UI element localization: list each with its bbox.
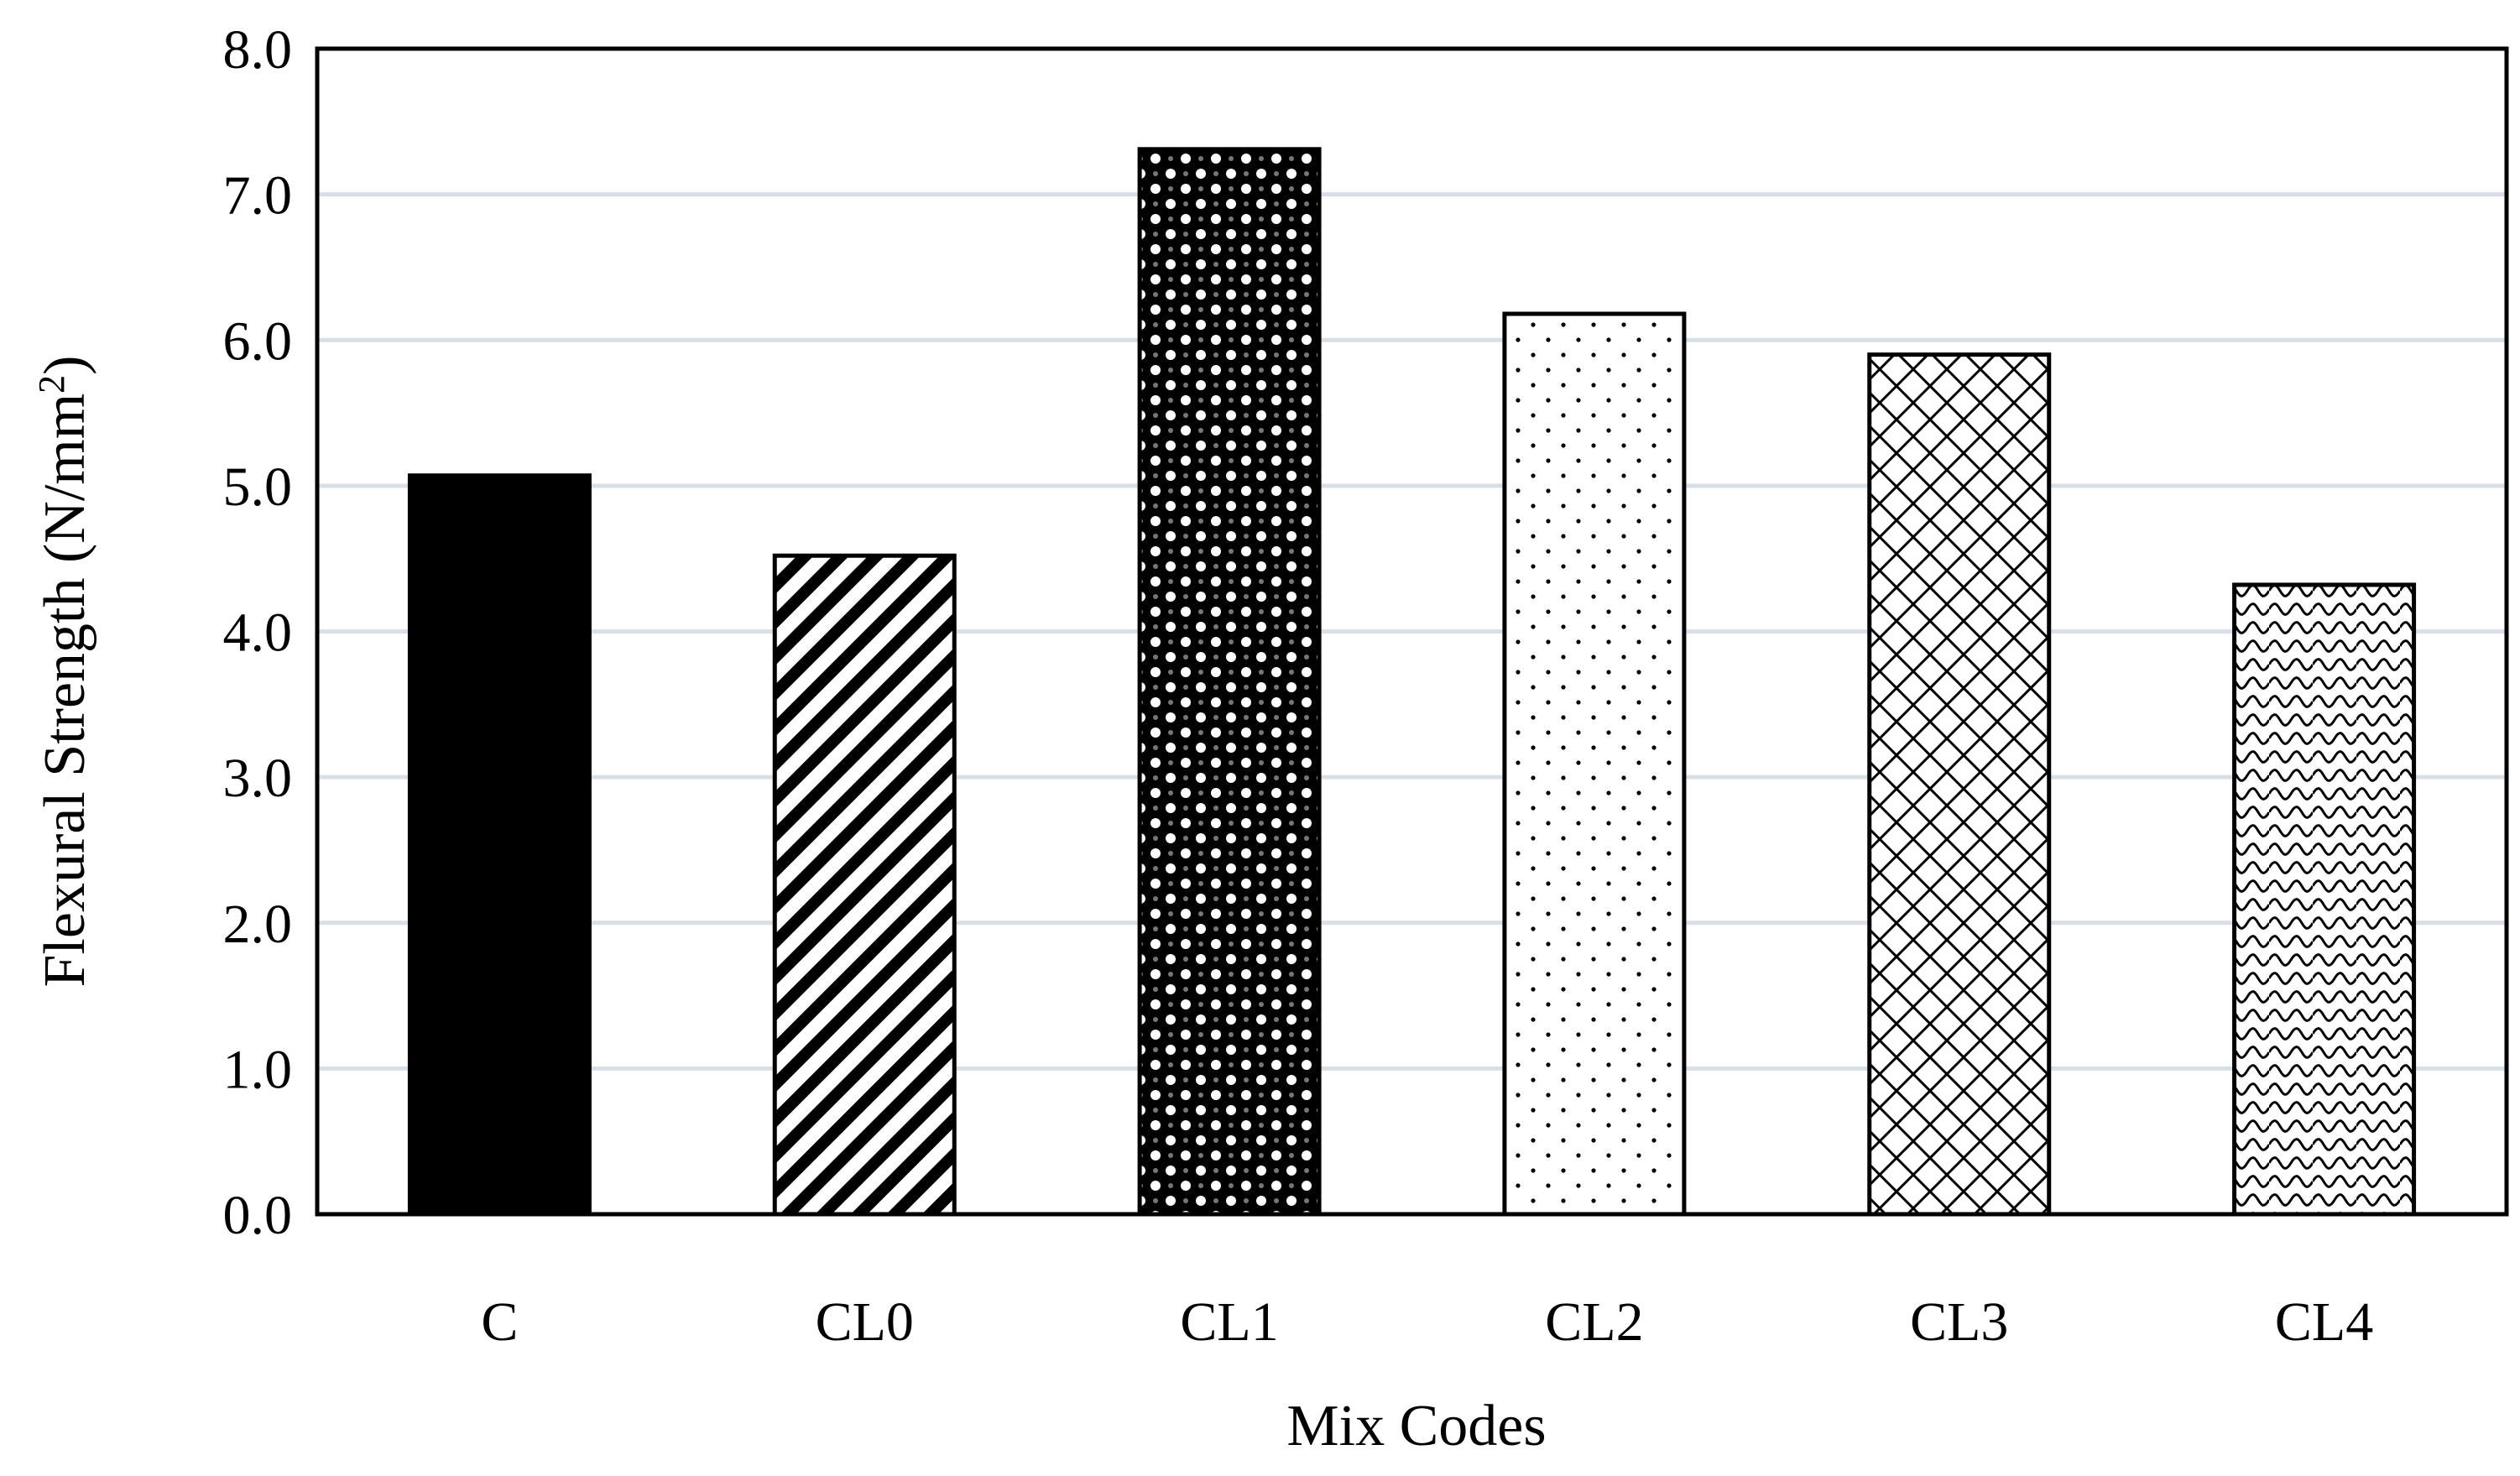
y-tick-label: 7.0 — [223, 165, 293, 227]
bar-cl0 — [772, 553, 957, 1217]
y-tick-label: 8.0 — [223, 19, 293, 81]
x-axis-title: Mix Codes — [1286, 1394, 1546, 1458]
x-category-label-c: C — [481, 1291, 518, 1353]
bar-c — [407, 473, 592, 1217]
y-tick-label: 1.0 — [223, 1039, 293, 1100]
y-axis-title-main: Flexural Strength (N/mm — [33, 394, 97, 988]
plot-area-frame — [315, 46, 2509, 1217]
x-category-label-cl1: CL1 — [1180, 1291, 1278, 1353]
y-axis-title: Flexural Strength (N/mm2) — [31, 355, 98, 987]
bars — [407, 147, 2417, 1217]
bar-cl2 — [1502, 311, 1687, 1217]
x-category-label-cl4: CL4 — [2275, 1291, 2373, 1353]
y-tick-label: 4.0 — [223, 602, 293, 664]
y-tick-label: 2.0 — [223, 894, 293, 955]
y-tick-label: 3.0 — [223, 748, 293, 809]
bar-cl3 — [1867, 352, 2052, 1217]
x-axis-category-labels: C CL0 CL1 CL2 CL3 CL4 — [481, 1291, 2373, 1353]
x-category-label-cl3: CL3 — [1910, 1291, 2008, 1353]
y-tick-label: 6.0 — [223, 310, 293, 372]
y-axis-tick-labels: 0.0 1.0 2.0 3.0 4.0 5.0 6.0 7.0 8.0 — [223, 19, 293, 1246]
y-tick-label: 0.0 — [223, 1185, 293, 1246]
gridlines — [317, 192, 2507, 1071]
y-axis-title-superscript: 2 — [31, 375, 72, 394]
y-tick-label: 5.0 — [223, 456, 293, 518]
bar-cl4 — [2232, 582, 2417, 1217]
x-category-label-cl0: CL0 — [816, 1291, 914, 1353]
bar-cl1 — [1137, 147, 1322, 1217]
y-axis-title-close: ) — [33, 355, 97, 374]
x-category-label-cl2: CL2 — [1545, 1291, 1643, 1353]
